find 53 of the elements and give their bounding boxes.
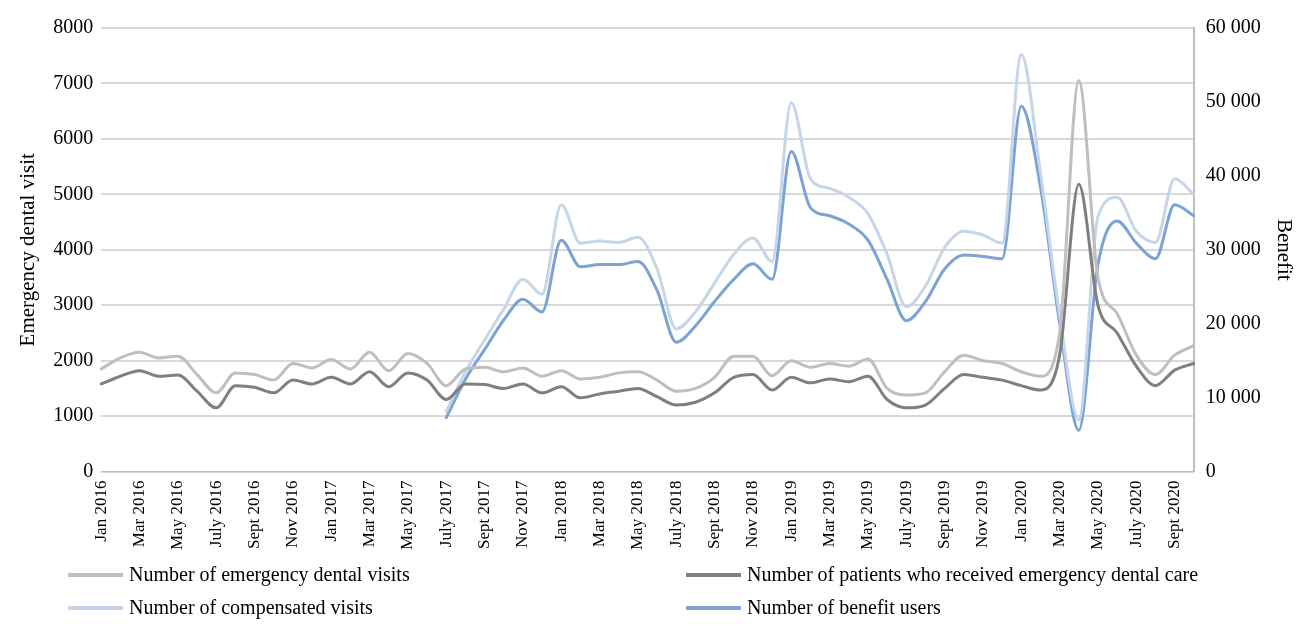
x-tick-label: Mar 2017: [359, 480, 379, 548]
legend-label: Number of emergency dental visits: [129, 563, 410, 586]
x-tick-label: Mar 2019: [819, 480, 839, 548]
y2-tick-label: 40 000: [1205, 163, 1261, 186]
x-tick-label: Jan 2020: [1010, 480, 1030, 542]
y-tick-label: 0: [83, 458, 94, 481]
y2-tick-label: 0: [1205, 458, 1216, 481]
x-tick-label: Mar 2016: [129, 480, 149, 548]
line-series: [99, 182, 1196, 410]
x-tick-label: July 2018: [665, 480, 685, 548]
x-tick-label: Jan 2018: [550, 480, 570, 542]
x-tick-label: Sept 2019: [934, 480, 954, 550]
y-tick-label: 8000: [53, 15, 94, 38]
x-tick-label: Nov 2018: [742, 480, 762, 549]
legend-label: Number of compensated visits: [129, 596, 373, 619]
y-tick-label: 1000: [53, 403, 94, 426]
legend-label: Number of benefit users: [747, 596, 941, 619]
y2-tick-label: 30 000: [1205, 237, 1261, 260]
x-tick-label: Sept 2016: [244, 480, 264, 550]
x-tick-label: Mar 2018: [589, 480, 609, 548]
x-tick-label: Nov 2017: [512, 480, 532, 549]
y-axis-title: Emergency dental visit: [15, 153, 40, 347]
y2-axis-title: Benefit: [1272, 218, 1297, 281]
x-tick-label: Nov 2019: [972, 480, 992, 549]
x-tick-label: May 2016: [167, 480, 187, 551]
y-tick-label: 4000: [53, 237, 94, 260]
y-tick-label: 7000: [53, 70, 94, 93]
x-tick-label: May 2020: [1087, 480, 1107, 551]
x-tick-label: Sept 2017: [474, 480, 494, 550]
y-tick-label: 6000: [53, 126, 94, 149]
y-tick-label: 2000: [53, 347, 94, 370]
x-tick-label: Jan 2017: [320, 480, 340, 542]
x-tick-label: Mar 2020: [1049, 480, 1069, 548]
x-tick-label: July 2017: [435, 480, 455, 548]
y2-tick-label: 50 000: [1205, 89, 1261, 112]
y2-tick-label: 60 000: [1205, 15, 1261, 38]
x-tick-label: July 2020: [1125, 480, 1145, 548]
y-tick-label: 5000: [53, 181, 94, 204]
x-tick-label: Sept 2018: [704, 480, 724, 550]
y2-tick-label: 20 000: [1205, 310, 1261, 333]
y2-tick-label: 10 000: [1205, 384, 1261, 407]
x-tick-label: Jan 2019: [780, 480, 800, 542]
x-tick-label: May 2018: [627, 480, 647, 551]
x-tick-label: May 2019: [857, 480, 877, 551]
x-tick-label: May 2017: [397, 480, 417, 551]
y-tick-label: 3000: [53, 292, 94, 315]
x-tick-label: July 2019: [895, 480, 915, 548]
x-tick-label: July 2016: [205, 480, 225, 548]
legend-label: Number of patients who received emergency dental care: [747, 563, 1199, 586]
x-tick-label: Jan 2016: [90, 480, 110, 542]
x-tick-label: Nov 2016: [282, 480, 302, 549]
x-tick-label: Sept 2020: [1164, 480, 1184, 550]
line-series: [444, 53, 1196, 422]
